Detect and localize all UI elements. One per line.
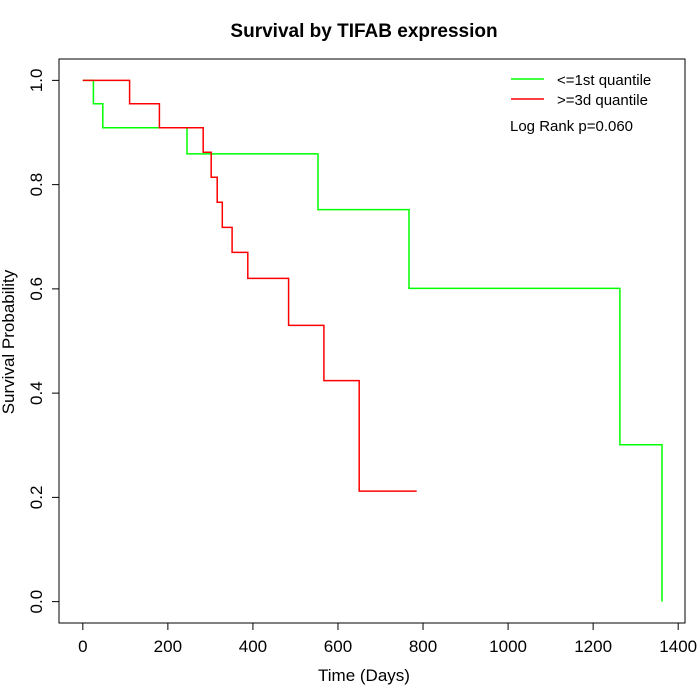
y-tick-label: 0.4 xyxy=(27,381,46,405)
x-axis-label: Time (Days) xyxy=(318,666,410,685)
series-line-low xyxy=(82,79,663,602)
y-tick-label: 0.6 xyxy=(27,277,46,301)
x-tick-label: 0 xyxy=(78,637,87,656)
x-tick-label: 800 xyxy=(409,637,437,656)
legend: <=1st quantile >=3d quantile xyxy=(511,72,651,109)
legend-label-low: <=1st quantile xyxy=(557,72,651,89)
x-tick-label: 1400 xyxy=(659,637,697,656)
legend-label-high: >=3d quantile xyxy=(557,92,648,109)
y-axis: 0.0 0.2 0.4 0.6 0.8 1.0 xyxy=(27,69,60,614)
x-tick-label: 1000 xyxy=(489,637,527,656)
x-tick-label: 200 xyxy=(154,637,182,656)
series-layer xyxy=(82,79,663,602)
y-tick-label: 0.8 xyxy=(27,173,46,197)
x-tick-label: 1200 xyxy=(574,637,612,656)
y-axis-label: Survival Probability xyxy=(0,269,18,414)
log-rank-annotation: Log Rank p=0.060 xyxy=(510,118,633,135)
series-line-high xyxy=(82,79,417,492)
x-tick-label: 400 xyxy=(239,637,267,656)
y-tick-label: 0.0 xyxy=(27,590,46,614)
chart-title: Survival by TIFAB expression xyxy=(230,21,497,42)
x-axis: 0 200 400 600 800 1000 1200 1400 xyxy=(78,622,697,656)
y-tick-label: 1.0 xyxy=(27,69,46,93)
plot-frame xyxy=(58,58,686,624)
y-tick-label: 0.2 xyxy=(27,486,46,510)
x-tick-label: 600 xyxy=(324,637,352,656)
